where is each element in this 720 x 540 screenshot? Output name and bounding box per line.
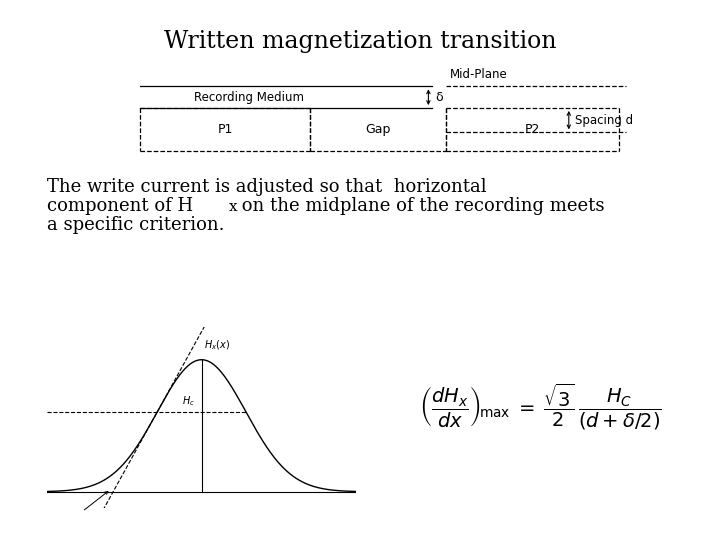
Text: Written magnetization transition: Written magnetization transition: [163, 30, 557, 53]
Text: $H_c$: $H_c$: [182, 394, 195, 408]
Text: P2: P2: [525, 123, 541, 136]
Text: $\left(\dfrac{dH_x}{dx}\right)_{\!\mathrm{max}}$$\;=\;\dfrac{\sqrt{3}}{2}\,\dfra: $\left(\dfrac{dH_x}{dx}\right)_{\!\mathr…: [418, 382, 662, 433]
Text: component of H: component of H: [47, 197, 193, 215]
Text: Recording Medium: Recording Medium: [194, 91, 305, 104]
Text: on the midplane of the recording meets: on the midplane of the recording meets: [236, 197, 605, 215]
Text: Mid-Plane: Mid-Plane: [450, 68, 508, 81]
Text: $H_x(x)$: $H_x(x)$: [204, 338, 230, 352]
Text: Gap: Gap: [365, 123, 391, 136]
Text: x: x: [229, 200, 238, 214]
Text: a specific criterion.: a specific criterion.: [47, 216, 225, 234]
Text: P1: P1: [217, 123, 233, 136]
Text: δ: δ: [436, 91, 444, 104]
Text: Spacing d: Spacing d: [575, 113, 633, 127]
Text: The write current is adjusted so that  horizontal: The write current is adjusted so that ho…: [47, 178, 487, 196]
